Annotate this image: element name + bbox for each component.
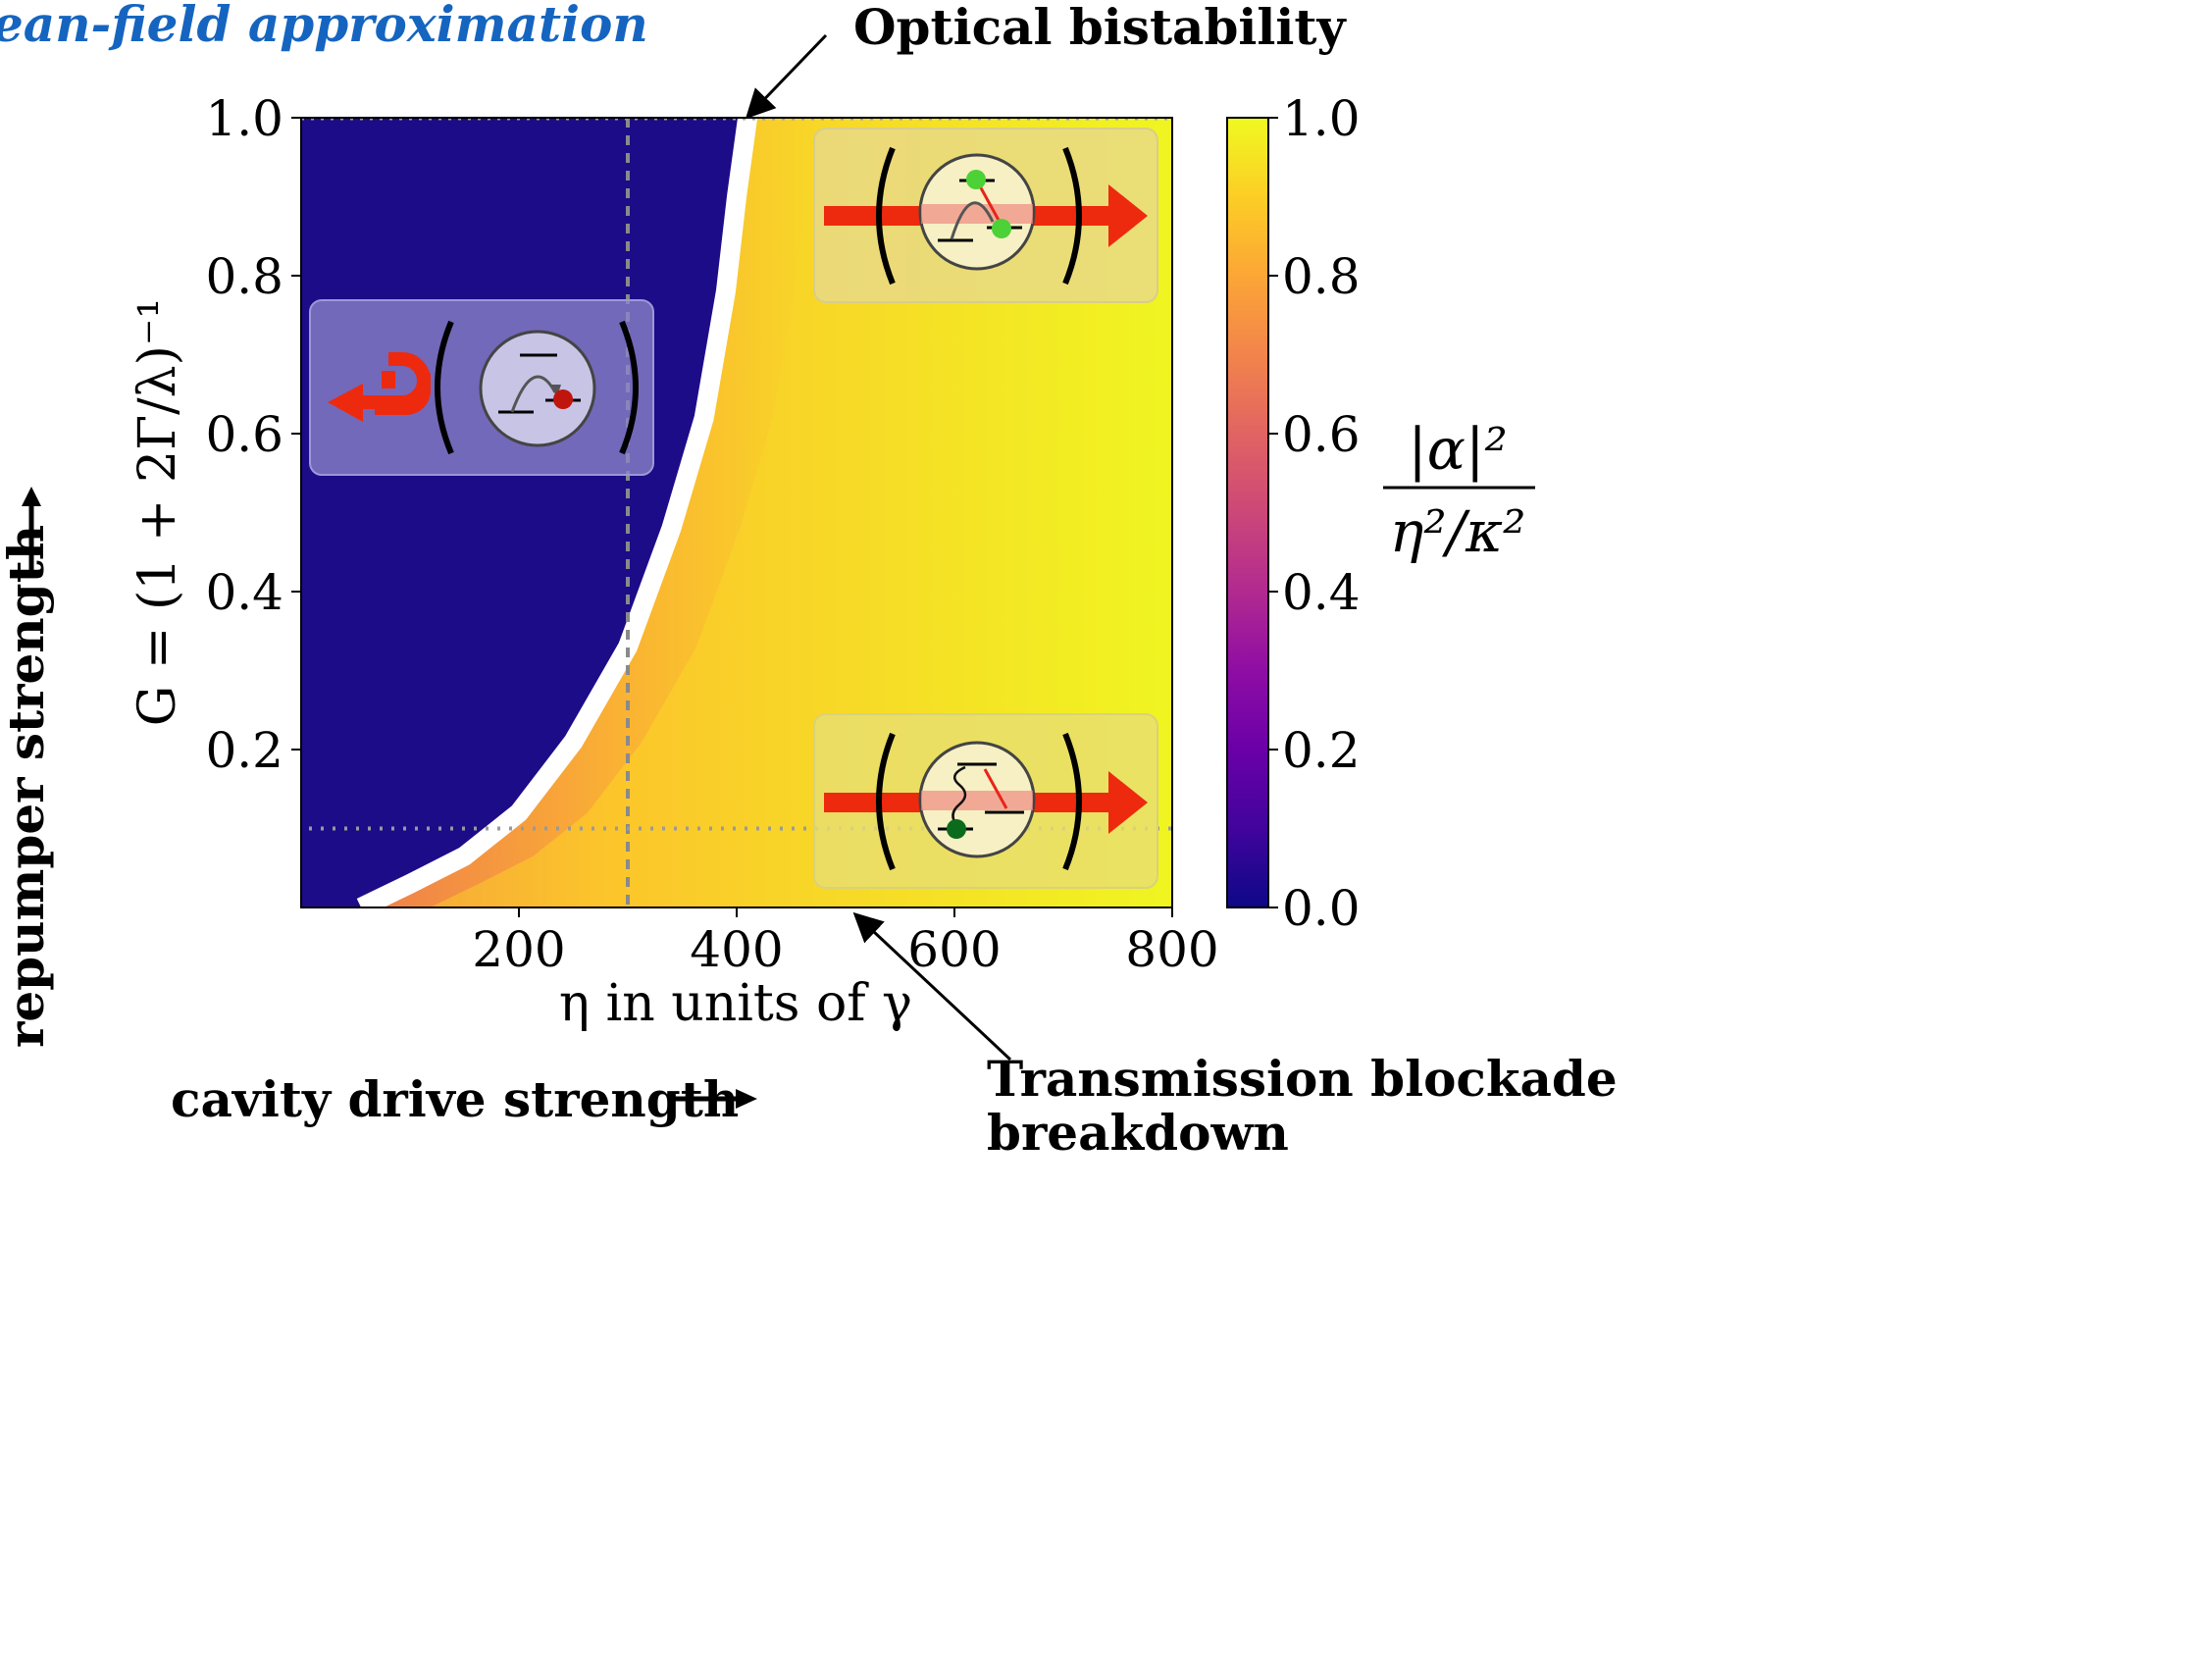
colorbar-tick-label: 0.6 [1282, 406, 1361, 463]
y-tick-label: 1.0 [205, 90, 283, 147]
x-tick-label: 800 [1125, 921, 1218, 978]
inset-transmission-top [813, 128, 1158, 303]
colorbar-gradient [1226, 117, 1269, 908]
annotation-blockade-line1: Transmission blockade [987, 1050, 1618, 1108]
annotation-blockade-line2: breakdown [987, 1104, 1289, 1162]
y-tick-label: 0.8 [205, 248, 283, 305]
inset-reflection [309, 299, 654, 476]
annotation-transmission-blockade: Transmission blockade breakdown [852, 911, 1618, 1162]
colorbar-tick-label: 0.4 [1282, 564, 1361, 621]
cavity-drive-arrow-icon [675, 1089, 757, 1109]
x-axis: 200 400 600 800 [472, 907, 1219, 978]
cavity-mirror-right-icon [619, 320, 639, 455]
reflection-arrow-icon [328, 352, 432, 422]
repumper-strength-label: repumper strength [0, 525, 55, 1048]
atom-in-cavity-icon [918, 741, 1036, 858]
colorbar-tick-label: 1.0 [1282, 90, 1361, 147]
annotation-optical-bistability: Optical bistability [745, 0, 1347, 120]
y-axis-label: G = (1 + 2Γ/λ)⁻¹ [129, 298, 187, 726]
annotation-optical-bistability-text: Optical bistability [853, 0, 1347, 56]
chart-title: ean-field approximation [0, 0, 648, 53]
x-tick-label: 600 [907, 921, 1001, 978]
colorbar-label-numerator: |α|² [1408, 416, 1508, 483]
cavity-mirror-left-icon [435, 320, 454, 455]
colorbar-tick-label: 0.2 [1282, 722, 1361, 779]
y-tick-label: 0.6 [205, 406, 283, 463]
inset-transmission-bottom [813, 713, 1158, 889]
y-axis: 0.2 0.4 0.6 0.8 1.0 [205, 90, 301, 779]
bistable-band [356, 118, 758, 907]
colorbar: 0.0 0.2 0.4 0.6 0.8 1.0 |α|² η²/κ² [1226, 90, 1535, 937]
colorbar-tick-label: 0.8 [1282, 248, 1361, 305]
cavity-drive-strength-label: cavity drive strength [171, 1070, 739, 1128]
boundary-gradient-band [361, 118, 817, 907]
colorbar-label-denominator: η²/κ² [1390, 498, 1526, 565]
atom-in-cavity-icon [479, 330, 596, 447]
repumper-arrow-icon [22, 487, 41, 571]
y-tick-label: 0.2 [205, 722, 283, 779]
x-axis-label: η in units of γ [559, 974, 912, 1033]
x-tick-label: 200 [472, 921, 565, 978]
y-tick-label: 0.4 [205, 564, 283, 621]
colorbar-tick-label: 0.0 [1282, 880, 1361, 937]
x-tick-label: 400 [690, 921, 783, 978]
atom-in-cavity-icon [918, 153, 1036, 271]
